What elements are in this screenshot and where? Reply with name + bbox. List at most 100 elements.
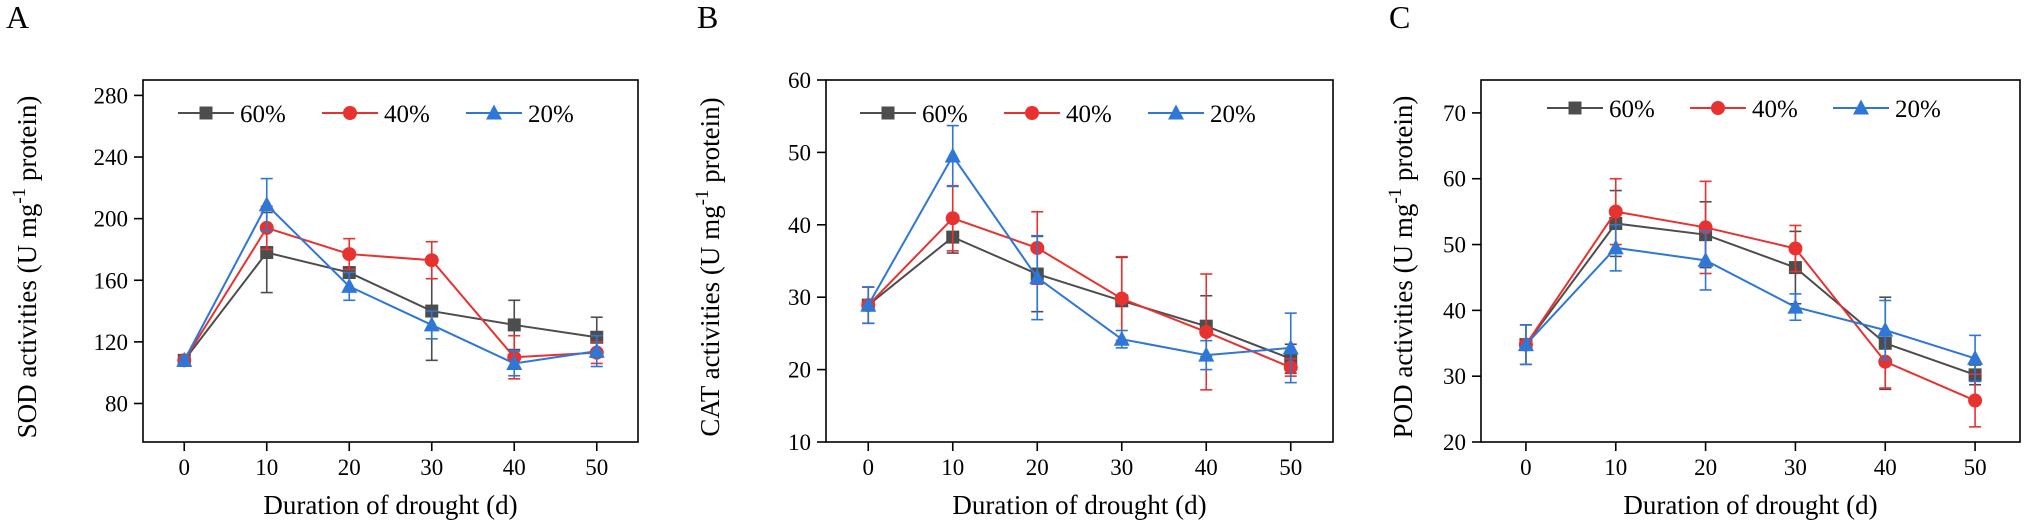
y-tick-label: 120 xyxy=(94,330,129,355)
x-axis-label: Duration of drought (d) xyxy=(263,490,517,520)
data-point xyxy=(945,211,960,226)
data-point xyxy=(423,316,440,332)
y-tick-label: 160 xyxy=(94,268,129,293)
y-tick-label: 50 xyxy=(788,140,811,165)
legend-marker xyxy=(486,104,502,120)
x-tick-label: 20 xyxy=(1026,455,1049,480)
legend: 60% 40% 20% xyxy=(1547,96,1941,123)
x-tick-label: 50 xyxy=(1964,455,1987,480)
data-point xyxy=(176,351,193,367)
x-tick-label: 30 xyxy=(1784,455,1807,480)
data-point xyxy=(1029,269,1046,285)
series-line xyxy=(183,251,597,361)
x-axis-label: Duration of drought (d) xyxy=(1623,490,1877,520)
data-point xyxy=(1967,349,1984,365)
x-tick-label: 40 xyxy=(1195,455,1218,480)
data-point xyxy=(1608,204,1623,219)
data-point xyxy=(506,354,523,370)
y-tick-label: 60 xyxy=(1443,167,1466,192)
y-tick-label: 240 xyxy=(94,145,129,170)
x-tick-label: 20 xyxy=(1694,455,1717,480)
y-tick-label: 30 xyxy=(788,285,811,310)
data-point xyxy=(1282,339,1299,355)
data-point xyxy=(258,196,275,212)
legend-marker xyxy=(1568,101,1582,115)
data-point xyxy=(1787,298,1804,314)
data-point xyxy=(342,247,357,262)
x-tick-label: 30 xyxy=(420,455,443,480)
legend-label: 60% xyxy=(1609,96,1655,123)
x-axis-label: Duration of drought (d) xyxy=(952,490,1206,520)
x-tick-label: 40 xyxy=(1874,455,1897,480)
x-tick-label: 10 xyxy=(941,455,964,480)
legend-marker xyxy=(1168,104,1184,120)
legend-marker xyxy=(1711,101,1725,115)
data-point xyxy=(1114,291,1129,306)
legend-marker xyxy=(343,106,357,120)
x-tick-label: 50 xyxy=(585,455,608,480)
x-tick-label: 30 xyxy=(1110,455,1133,480)
data-point xyxy=(341,277,358,293)
legend-marker xyxy=(1853,99,1869,115)
data-point xyxy=(1198,346,1215,362)
y-tick-label: 70 xyxy=(1443,101,1466,126)
x-tick-label: 10 xyxy=(255,455,278,480)
data-point xyxy=(1697,251,1714,267)
y-tick-label: 40 xyxy=(1443,298,1466,323)
legend-label: 60% xyxy=(922,101,968,128)
x-tick-label: 40 xyxy=(503,455,526,480)
series-40pct xyxy=(1518,177,1983,428)
plot-frame xyxy=(142,79,639,443)
legend-marker xyxy=(1025,106,1039,120)
data-point xyxy=(1968,393,1983,408)
series-20pct xyxy=(1517,224,1984,383)
x-tick-label: 0 xyxy=(179,455,191,480)
series-line xyxy=(1525,246,1976,360)
y-axis-label: CAT activities (U mg-1 protein) xyxy=(692,97,725,436)
y-tick-label: 20 xyxy=(1443,430,1466,455)
legend-label: 20% xyxy=(1210,101,1256,128)
x-tick-label: 10 xyxy=(1604,455,1627,480)
data-point xyxy=(1878,354,1893,369)
legend-label: 20% xyxy=(1895,96,1941,123)
legend-marker xyxy=(881,106,895,120)
y-tick-label: 60 xyxy=(788,68,811,93)
panel-b: B 10 20 30 40 50 60 0 10 20 30 40 50 Duration of drou… xyxy=(692,0,1334,520)
data-point xyxy=(1113,330,1130,346)
x-tick-label: 0 xyxy=(1520,455,1532,480)
y-tick-label: 280 xyxy=(94,83,129,108)
data-point xyxy=(1607,239,1624,255)
legend-label: 60% xyxy=(240,101,286,128)
legend-label: 40% xyxy=(1066,101,1112,128)
panel-letter: C xyxy=(1389,0,1410,35)
y-tick-label: 10 xyxy=(788,430,811,455)
legend-label: 40% xyxy=(384,101,430,128)
panel-letter: B xyxy=(697,0,718,35)
series-line xyxy=(183,226,597,361)
data-point xyxy=(944,147,961,163)
y-tick-label: 50 xyxy=(1443,233,1466,258)
series-line xyxy=(867,154,1291,357)
x-tick-label: 20 xyxy=(338,455,361,480)
series-line xyxy=(1525,210,1976,402)
series-line xyxy=(1525,222,1976,376)
panel-a: A 80 120 160 200 240 280 0 10 20 30 40 50 Duration of… xyxy=(6,0,639,520)
data-point xyxy=(507,318,521,332)
x-tick-label: 50 xyxy=(1279,455,1302,480)
legend: 60% 40% 20% xyxy=(178,101,574,128)
y-tick-label: 40 xyxy=(788,213,811,238)
y-tick-label: 30 xyxy=(1443,364,1466,389)
data-point xyxy=(1517,336,1534,352)
data-point xyxy=(1788,241,1803,256)
legend-label: 40% xyxy=(1752,96,1798,123)
data-point xyxy=(1877,321,1894,337)
plot-frame xyxy=(825,79,1334,443)
series-line xyxy=(867,235,1292,360)
series-line xyxy=(867,217,1292,369)
legend: 60% 40% 20% xyxy=(860,101,1256,128)
data-point xyxy=(588,342,605,358)
series-line xyxy=(183,203,597,365)
data-point xyxy=(860,296,877,312)
x-tick-label: 0 xyxy=(863,455,875,480)
